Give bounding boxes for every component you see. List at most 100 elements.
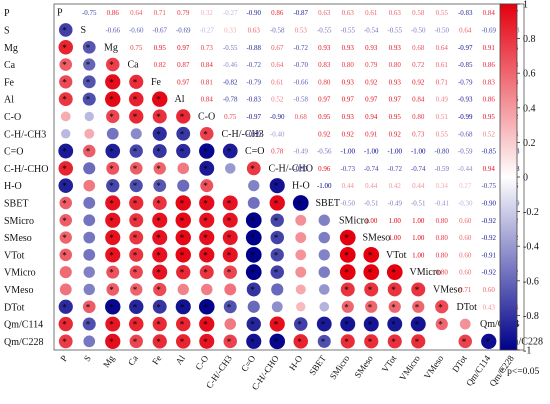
correlation-circle: [246, 282, 261, 297]
correlation-circle: [152, 126, 167, 141]
diagonal-label: S: [81, 25, 87, 36]
correlation-value: 0.92: [412, 78, 425, 86]
correlation-circle: [410, 316, 426, 332]
significance-star: *: [156, 268, 161, 278]
significance-star: *: [133, 268, 138, 278]
correlation-circle: [481, 333, 497, 349]
significance-star: *: [156, 233, 161, 243]
significance-star: *: [109, 337, 114, 347]
significance-star: *: [133, 181, 138, 191]
correlation-value: 0.64: [459, 26, 472, 34]
correlation-circle: [177, 162, 190, 175]
significance-star: *: [180, 268, 185, 278]
significance-star: *: [344, 233, 349, 243]
correlation-circle: [175, 299, 191, 315]
colorbar-tick-label: 0.8: [523, 34, 536, 45]
significance-star: *: [180, 112, 185, 122]
correlation-value: 0.93: [342, 44, 355, 52]
correlation-circle: [295, 249, 307, 261]
correlation-circle: [129, 179, 143, 193]
correlation-circle: [152, 91, 168, 107]
correlation-value: 0.73: [201, 44, 214, 52]
correlation-circle: [175, 212, 191, 228]
column-label: Mg: [101, 353, 117, 369]
correlation-circle: [318, 266, 330, 278]
significance-star: *: [62, 60, 67, 70]
significance-star: *: [133, 198, 138, 208]
correlation-circle: [412, 300, 425, 313]
correlation-circle: [223, 300, 237, 314]
significance-star: *: [227, 268, 232, 278]
correlation-value: 0.34: [436, 182, 449, 190]
significance-star: *: [109, 268, 114, 278]
significance-star: *: [203, 233, 208, 243]
correlation-circle: [82, 317, 96, 331]
correlation-value: 0.94: [483, 165, 496, 173]
correlation-value: 0.42: [389, 182, 402, 190]
significance-star: *: [156, 337, 161, 347]
significance-star: *: [203, 337, 208, 347]
significance-star: *: [203, 164, 208, 174]
correlation-value: 0.93: [342, 113, 355, 121]
correlation-value: -0.51: [411, 199, 426, 207]
correlation-circle: [339, 264, 356, 280]
correlation-value: 0.60: [459, 217, 472, 225]
correlation-value: 0.95: [483, 113, 496, 121]
correlation-circle: [83, 231, 96, 244]
column-label: C=O: [239, 353, 258, 374]
correlation-value: 0.80: [436, 251, 449, 259]
correlation-circle: [152, 334, 167, 349]
correlation-circle: [83, 144, 96, 158]
significance-star: *: [203, 198, 208, 208]
correlation-circle: [363, 247, 380, 263]
correlation-circle: [245, 264, 262, 280]
significance-star: *: [368, 250, 373, 260]
correlation-value: -0.72: [246, 61, 261, 69]
correlation-circle: [153, 162, 166, 175]
correlation-circle: [199, 143, 215, 159]
correlation-value: -0.80: [434, 148, 449, 156]
correlation-value: 0.92: [389, 130, 402, 138]
colorbar-tick-label: -0.4: [523, 242, 539, 253]
correlation-value: 0.86: [271, 9, 284, 17]
significance-star: *: [133, 112, 138, 122]
correlation-value: 0.97: [177, 44, 190, 52]
significance-star: *: [180, 233, 185, 243]
significance-star: *: [227, 147, 232, 157]
correlation-value: -0.83: [246, 96, 261, 104]
correlation-value: -0.55: [317, 26, 332, 34]
significance-star: *: [62, 147, 67, 157]
correlation-circle: [199, 229, 215, 246]
significance-star: *: [391, 320, 396, 330]
correlation-value: -0.40: [270, 130, 285, 138]
row-label: S: [4, 25, 10, 36]
correlation-value: 0.63: [248, 26, 261, 34]
row-label: P: [4, 8, 10, 19]
significance-star: *: [156, 95, 161, 105]
correlation-circle: [152, 195, 167, 210]
correlation-value: -0.55: [387, 26, 402, 34]
correlation-circle: [83, 214, 96, 227]
correlation-value: -0.90: [246, 9, 261, 17]
correlation-value: 0.55: [436, 130, 449, 138]
correlation-value: 0.91: [365, 130, 378, 138]
correlation-circle: [269, 195, 285, 211]
diagonal-label: C-H/-CHO: [269, 163, 313, 174]
correlation-circle: [106, 127, 119, 140]
correlation-circle: [340, 282, 355, 297]
correlation-value: 0.80: [436, 234, 449, 242]
correlation-value: -0.75: [481, 182, 496, 190]
correlation-circle: [130, 128, 142, 140]
correlation-value: 0.86: [483, 96, 496, 104]
correlation-circle: [199, 126, 214, 141]
correlation-circle: [106, 283, 120, 296]
correlation-value: -0.99: [458, 113, 473, 121]
correlation-circle: [295, 266, 307, 278]
colorbar-tick-label: -0.8: [523, 311, 539, 322]
correlation-value: 0.33: [224, 26, 237, 34]
correlation-value: 0.52: [271, 96, 284, 104]
row-label: Al: [4, 95, 14, 106]
correlation-value: 0.95: [389, 113, 402, 121]
correlation-circle: [270, 248, 284, 262]
correlation-value: 0.63: [389, 9, 402, 17]
